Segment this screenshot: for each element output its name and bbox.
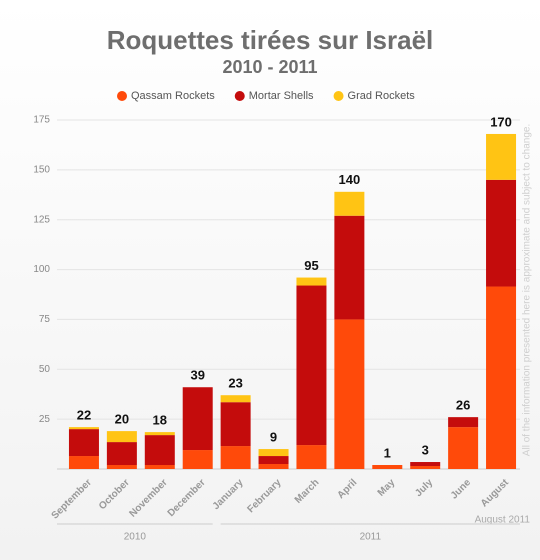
total-label: 39 [190,368,204,383]
bar-segment [106,442,137,466]
bar-segment [334,215,365,320]
total-label: 9 [270,429,277,444]
bar-segment [486,286,517,469]
bar-segment [258,449,289,457]
legend-swatch [117,91,127,101]
legend-swatch [234,91,245,101]
total-label: 23 [228,376,242,391]
bar-segment [106,431,137,443]
y-tick-label: 75 [39,314,51,325]
bar-segment [106,465,137,469]
bar-segment [258,456,289,465]
total-label: 18 [153,413,167,428]
legend-label: Grad Rockets [348,90,416,102]
total-label: 170 [490,114,512,129]
bar-segment [258,464,289,469]
side-note: All of the information presented here is… [522,124,533,456]
legend-label: Qassam Rockets [131,90,215,102]
chart-title: Roquettes tirées sur Israël [107,25,434,55]
y-tick-label: 125 [33,214,50,225]
y-tick-label: 150 [33,164,50,175]
total-label: 3 [422,442,429,457]
y-tick-label: 50 [39,364,51,375]
bar-segment [144,465,175,469]
y-tick-label: 25 [39,414,51,425]
y-tick-label: 175 [33,115,50,126]
y-tick-label: 100 [33,264,50,275]
bar-segment [296,277,327,286]
legend-label: Mortar Shells [249,90,314,102]
bar-segment [182,450,213,469]
bar-segment [410,462,441,467]
total-label: 140 [339,172,361,187]
total-label: 22 [77,408,91,423]
bar-segment [334,191,365,216]
bar-segment [372,465,403,469]
total-label: 95 [304,258,318,273]
bar-segment [144,432,175,436]
bar-segment [68,427,99,430]
bar-segment [220,446,251,469]
chart-subtitle: 2010 - 2011 [222,57,317,77]
bar-segment [486,179,517,287]
bar-segment [220,395,251,403]
bar-segment [334,319,365,469]
bar-segment [296,285,327,446]
total-label: 20 [115,412,129,427]
total-label: 1 [384,445,391,460]
bar-segment [296,445,327,469]
footnote: August 2011 [475,515,531,526]
bar-segment [448,417,479,428]
bar-segment [410,466,441,469]
group-label: 2011 [360,532,382,543]
bar-segment [486,133,517,180]
group-label: 2010 [124,532,147,543]
legend-swatch [333,91,344,101]
bar-segment [68,429,99,457]
bar-segment [144,435,175,466]
total-label: 26 [456,398,470,413]
bar-segment [220,402,251,447]
bar-segment [448,427,479,469]
bar-segment [182,387,213,451]
bar-segment [68,456,99,469]
